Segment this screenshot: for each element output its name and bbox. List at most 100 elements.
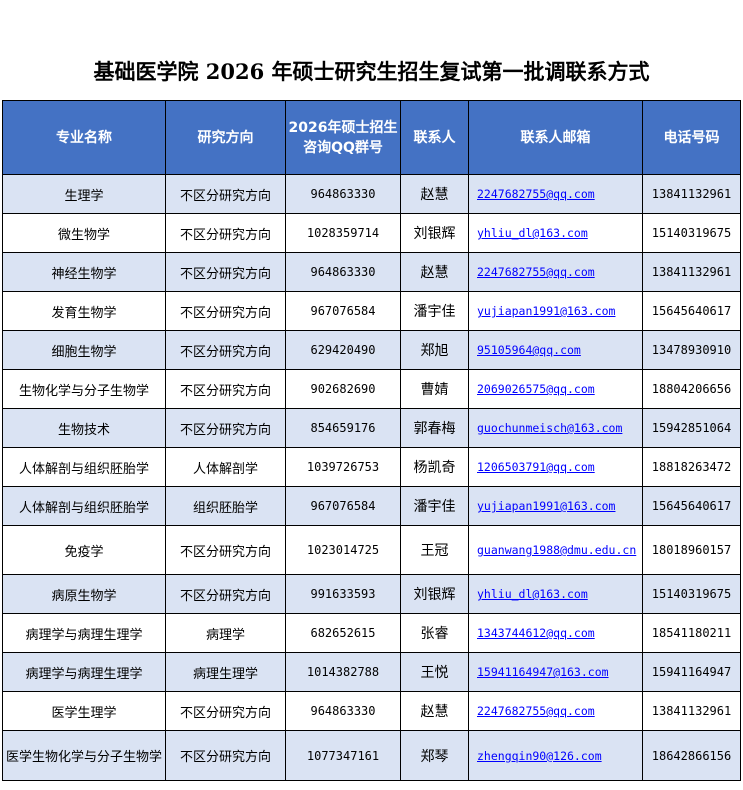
- direction-cell: 不区分研究方向: [165, 174, 286, 214]
- qq-group-cell: 967076584: [285, 291, 401, 331]
- email-cell: 2247682755@qq.com: [468, 252, 643, 292]
- email-link[interactable]: 15941164947@163.com: [477, 665, 609, 679]
- email-link[interactable]: guochunmeisch@163.com: [477, 421, 623, 435]
- header-direction: 研究方向: [165, 100, 286, 175]
- email-cell: yujiapan1991@163.com: [468, 291, 643, 331]
- email-link[interactable]: 2247682755@qq.com: [477, 187, 595, 201]
- direction-cell: 不区分研究方向: [165, 369, 286, 409]
- major-cell: 生物技术: [2, 408, 166, 448]
- email-link[interactable]: yujiapan1991@163.com: [477, 499, 616, 513]
- direction-cell: 不区分研究方向: [165, 574, 286, 614]
- phone-cell: 18818263472: [642, 447, 741, 487]
- email-link[interactable]: zhengqin90@126.com: [477, 748, 602, 763]
- table-row: 人体解剖与组织胚胎学 人体解剖学 1039726753 杨凯奇 1206503791@q…: [2, 447, 741, 487]
- table-header-row: 专业名称 研究方向 2026年硕士招生咨询QQ群号 联系人 联系人邮箱 电话号码: [2, 100, 741, 175]
- table-row: 微生物学 不区分研究方向 1028359714 刘银辉 yhliu_dl@163.com…: [2, 213, 741, 253]
- email-link[interactable]: 2069026575@qq.com: [477, 382, 595, 396]
- contact-cell: 曹婧: [400, 369, 469, 409]
- qq-group-cell: 1039726753: [285, 447, 401, 487]
- contact-cell: 王悦: [400, 652, 469, 692]
- major-cell: 病原生物学: [2, 574, 166, 614]
- email-link[interactable]: 2247682755@qq.com: [477, 704, 595, 718]
- email-cell: 95105964@qq.com: [468, 330, 643, 370]
- table-row: 医学生物化学与分子生物学 不区分研究方向 1077347161 郑琴 zhengqin9…: [2, 730, 741, 781]
- phone-cell: 18804206656: [642, 369, 741, 409]
- major-cell: 细胞生物学: [2, 330, 166, 370]
- email-cell: yhliu_dl@163.com: [468, 574, 643, 614]
- phone-cell: 13841132961: [642, 252, 741, 292]
- table-row: 病理学与病理生理学 病理学 682652615 张睿 1343744612@qq.com…: [2, 613, 741, 653]
- table-row: 医学生理学 不区分研究方向 964863330 赵慧 2247682755@qq.com…: [2, 691, 741, 731]
- direction-cell: 病理学: [165, 613, 286, 653]
- email-link[interactable]: 1206503791@qq.com: [477, 460, 595, 474]
- email-cell: 2069026575@qq.com: [468, 369, 643, 409]
- header-contact: 联系人: [400, 100, 469, 175]
- phone-cell: 15645640617: [642, 486, 741, 526]
- email-cell: yhliu_dl@163.com: [468, 213, 643, 253]
- direction-cell: 不区分研究方向: [165, 691, 286, 731]
- email-cell: 1206503791@qq.com: [468, 447, 643, 487]
- qq-group-cell: 964863330: [285, 691, 401, 731]
- major-cell: 微生物学: [2, 213, 166, 253]
- page-title: 基础医学院 2026 年硕士研究生招生复试第一批调联系方式: [93, 59, 650, 84]
- contact-cell: 潘宇佳: [400, 291, 469, 331]
- major-cell: 病理学与病理生理学: [2, 613, 166, 653]
- contact-table: 专业名称 研究方向 2026年硕士招生咨询QQ群号 联系人 联系人邮箱 电话号码…: [2, 100, 741, 781]
- table-row: 生物技术 不区分研究方向 854659176 郭春梅 guochunmeisch@163…: [2, 408, 741, 448]
- major-cell: 生理学: [2, 174, 166, 214]
- table-row: 人体解剖与组织胚胎学 组织胚胎学 967076584 潘宇佳 yujiapan1991@…: [2, 486, 741, 526]
- phone-cell: 13478930910: [642, 330, 741, 370]
- direction-cell: 不区分研究方向: [165, 730, 286, 781]
- direction-cell: 人体解剖学: [165, 447, 286, 487]
- email-link[interactable]: 95105964@qq.com: [477, 343, 581, 357]
- qq-group-cell: 1014382788: [285, 652, 401, 692]
- header-qq: 2026年硕士招生咨询QQ群号: [285, 100, 401, 175]
- table-row: 神经生物学 不区分研究方向 964863330 赵慧 2247682755@qq.com…: [2, 252, 741, 292]
- header-email: 联系人邮箱: [468, 100, 643, 175]
- qq-group-cell: 682652615: [285, 613, 401, 653]
- qq-group-cell: 964863330: [285, 174, 401, 214]
- email-link[interactable]: yhliu_dl@163.com: [477, 587, 588, 601]
- phone-cell: 13841132961: [642, 174, 741, 214]
- qq-group-cell: 991633593: [285, 574, 401, 614]
- email-link[interactable]: yujiapan1991@163.com: [477, 304, 616, 318]
- direction-cell: 不区分研究方向: [165, 330, 286, 370]
- email-cell: 1343744612@qq.com: [468, 613, 643, 653]
- major-cell: 医学生理学: [2, 691, 166, 731]
- contact-cell: 郑旭: [400, 330, 469, 370]
- email-link[interactable]: 2247682755@qq.com: [477, 265, 595, 279]
- contact-cell: 赵慧: [400, 691, 469, 731]
- email-link[interactable]: guanwang1988@dmu.edu.cn: [477, 543, 637, 557]
- direction-cell: 不区分研究方向: [165, 252, 286, 292]
- major-cell: 发育生物学: [2, 291, 166, 331]
- major-cell: 医学生物化学与分子生物学: [2, 730, 166, 781]
- major-cell: 人体解剖与组织胚胎学: [2, 486, 166, 526]
- email-link[interactable]: yhliu_dl@163.com: [477, 226, 588, 240]
- qq-group-cell: 967076584: [285, 486, 401, 526]
- email-link[interactable]: 1343744612@qq.com: [477, 626, 595, 640]
- header-phone: 电话号码: [642, 100, 741, 175]
- major-cell: 病理学与病理生理学: [2, 652, 166, 692]
- contact-cell: 张睿: [400, 613, 469, 653]
- qq-group-cell: 964863330: [285, 252, 401, 292]
- email-cell: guochunmeisch@163.com: [468, 408, 643, 448]
- contact-cell: 郭春梅: [400, 408, 469, 448]
- contact-cell: 赵慧: [400, 174, 469, 214]
- contact-cell: 杨凯奇: [400, 447, 469, 487]
- table-row: 细胞生物学 不区分研究方向 629420490 郑旭 95105964@qq.com 13…: [2, 330, 741, 370]
- table-row: 病理学与病理生理学 病理生理学 1014382788 王悦 15941164947@16…: [2, 652, 741, 692]
- table-row: 生物化学与分子生物学 不区分研究方向 902682690 曹婧 2069026575@q…: [2, 369, 741, 409]
- contact-cell: 刘银辉: [400, 574, 469, 614]
- major-cell: 人体解剖与组织胚胎学: [2, 447, 166, 487]
- contact-cell: 赵慧: [400, 252, 469, 292]
- major-cell: 生物化学与分子生物学: [2, 369, 166, 409]
- phone-cell: 18541180211: [642, 613, 741, 653]
- email-cell: guanwang1988@dmu.edu.cn: [468, 525, 643, 575]
- phone-cell: 15140319675: [642, 213, 741, 253]
- qq-group-cell: 1077347161: [285, 730, 401, 781]
- phone-cell: 13841132961: [642, 691, 741, 731]
- major-cell: 神经生物学: [2, 252, 166, 292]
- email-cell: 15941164947@163.com: [468, 652, 643, 692]
- email-cell: zhengqin90@126.com: [468, 730, 643, 781]
- table-row: 免疫学 不区分研究方向 1023014725 王冠 guanwang1988@dmu.e…: [2, 525, 741, 575]
